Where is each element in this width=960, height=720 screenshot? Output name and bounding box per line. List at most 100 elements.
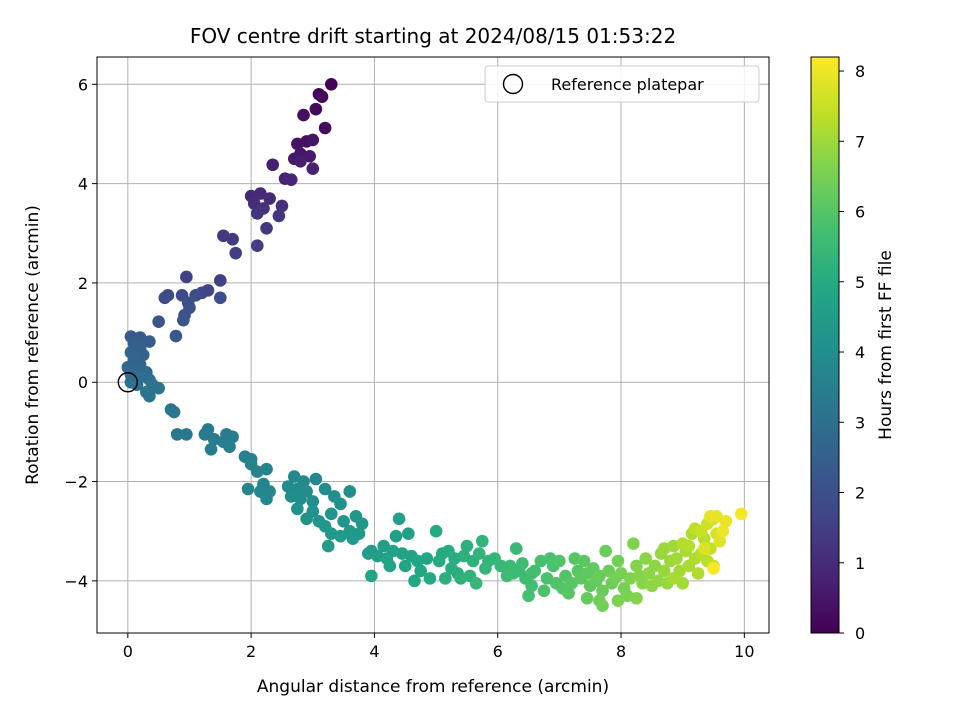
data-point [315, 90, 329, 104]
y-tick-label: −4 [64, 572, 88, 591]
data-point [309, 102, 323, 116]
data-point [306, 495, 320, 508]
colorbar-tick-label: 6 [855, 203, 865, 222]
data-point [528, 564, 542, 578]
data-point [734, 507, 748, 521]
scatter-points [117, 78, 748, 612]
colorbar-ticks: 0 1 2 3 4 5 6 7 8 [839, 62, 865, 643]
legend-label: Reference platepar [551, 75, 704, 94]
y-axis-label: Rotation from reference (arcmin) [23, 205, 43, 485]
data-point [294, 492, 307, 506]
data-point [516, 557, 529, 570]
data-point [377, 539, 390, 553]
data-point [479, 562, 492, 575]
data-point [143, 335, 156, 348]
data-point [287, 470, 301, 483]
data-point [214, 291, 227, 305]
data-point [355, 517, 369, 531]
data-point [553, 554, 566, 568]
data-point [429, 524, 443, 538]
data-point [648, 559, 662, 573]
x-tick-label: 8 [616, 642, 626, 661]
data-point [420, 552, 434, 565]
data-point [476, 534, 489, 548]
data-point [334, 497, 347, 511]
data-point [469, 577, 483, 590]
legend: Reference platepar [484, 65, 760, 103]
data-point [500, 569, 514, 583]
data-point [522, 589, 535, 603]
data-point [562, 586, 575, 600]
data-point [321, 539, 335, 553]
data-point [334, 529, 347, 543]
data-point [472, 547, 486, 560]
colorbar-tick-label: 3 [855, 413, 865, 432]
data-point [294, 154, 307, 168]
data-point [226, 232, 239, 246]
grid-lines [97, 57, 769, 633]
data-point [639, 552, 652, 565]
x-tick-label: 4 [369, 642, 379, 661]
data-point [297, 108, 310, 122]
data-point [284, 173, 298, 186]
x-axis-ticks: 0 2 4 6 8 10 [123, 633, 755, 661]
data-point [630, 559, 643, 573]
data-point [343, 485, 357, 498]
data-point [599, 544, 612, 558]
colorbar-tick-label: 4 [855, 343, 865, 362]
data-point [275, 199, 289, 213]
data-point [580, 591, 594, 605]
data-point [306, 162, 320, 176]
data-point [676, 577, 689, 590]
data-point [389, 529, 403, 543]
data-point [596, 584, 609, 598]
data-point [300, 512, 313, 526]
x-tick-label: 10 [734, 642, 754, 661]
y-tick-label: 0 [78, 373, 88, 392]
x-tick-label: 0 [123, 642, 133, 661]
data-point [260, 462, 273, 476]
data-point [716, 524, 730, 538]
data-point [383, 559, 397, 573]
colorbar-tick-label: 8 [855, 62, 865, 81]
colorbar [810, 56, 840, 634]
data-point [167, 405, 181, 419]
data-point [697, 542, 711, 555]
data-point [260, 492, 273, 506]
data-point [306, 133, 320, 147]
data-point [324, 78, 338, 91]
data-point [241, 482, 255, 496]
data-point [670, 552, 683, 565]
y-tick-label: −2 [64, 473, 88, 492]
data-point [710, 510, 723, 523]
data-point [611, 594, 625, 608]
chart-title: FOV centre drift starting at 2024/08/15 … [190, 24, 676, 48]
reference-platepar-marker [117, 372, 139, 393]
data-point [537, 584, 551, 598]
data-point [254, 187, 267, 200]
data-point [223, 440, 236, 454]
data-point [611, 554, 625, 568]
data-point [229, 246, 243, 260]
data-point [457, 549, 471, 563]
data-point [291, 502, 304, 516]
data-point [630, 591, 643, 605]
y-tick-label: 6 [78, 75, 88, 94]
data-point [691, 567, 705, 580]
data-point [667, 572, 680, 585]
data-point [657, 564, 671, 578]
data-point [593, 569, 606, 583]
legend-marker [502, 73, 524, 95]
y-tick-label: 4 [78, 175, 88, 194]
data-point [291, 137, 304, 151]
colorbar-tick-label: 0 [855, 624, 865, 643]
x-tick-label: 6 [493, 642, 503, 661]
data-point [214, 274, 227, 287]
data-point [509, 542, 523, 555]
data-point [309, 472, 323, 486]
data-point [303, 150, 316, 163]
x-tick-label: 2 [246, 642, 256, 661]
data-point [614, 567, 628, 580]
legend-box [484, 65, 760, 103]
